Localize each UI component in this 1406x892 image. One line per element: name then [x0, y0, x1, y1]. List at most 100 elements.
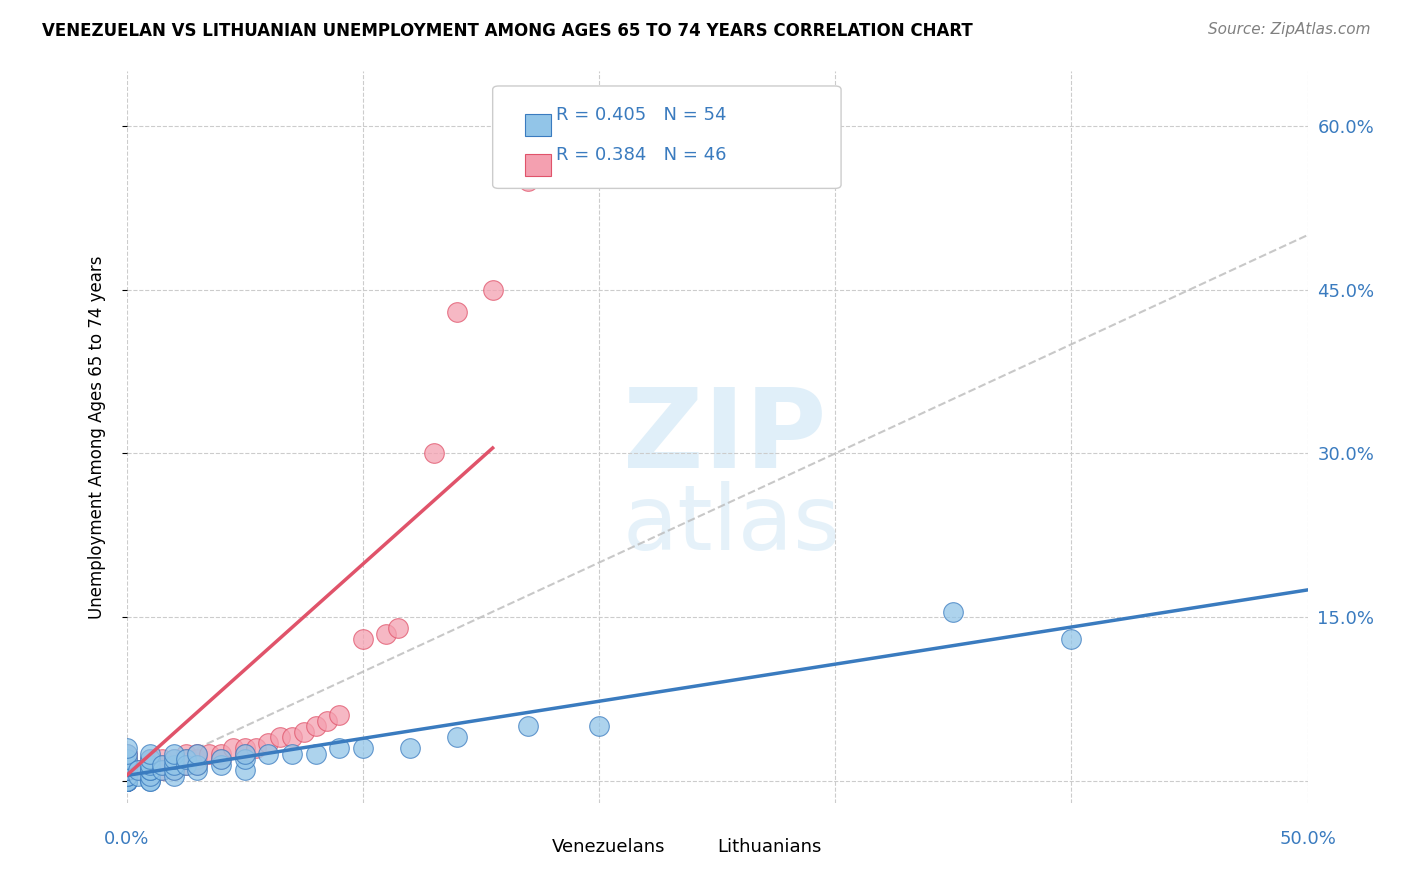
Text: 0.0%: 0.0% [104, 830, 149, 848]
FancyBboxPatch shape [524, 154, 551, 176]
Point [446, 304, 468, 318]
Point [174, 757, 197, 772]
Text: Venezuelans: Venezuelans [551, 838, 665, 855]
Point [163, 747, 186, 761]
Point [115, 763, 138, 777]
Point [233, 741, 256, 756]
Point [115, 747, 138, 761]
Point [233, 747, 256, 761]
Point [174, 747, 197, 761]
Point [115, 763, 138, 777]
Point [942, 605, 965, 619]
Point [198, 747, 221, 761]
Point [115, 752, 138, 766]
Point [115, 741, 138, 756]
Y-axis label: Unemployment Among Ages 65 to 74 years: Unemployment Among Ages 65 to 74 years [87, 255, 105, 619]
Point [139, 774, 162, 789]
Point [115, 774, 138, 789]
Point [281, 731, 304, 745]
Point [245, 741, 267, 756]
Text: atlas: atlas [623, 481, 841, 569]
FancyBboxPatch shape [522, 845, 546, 866]
Point [150, 757, 173, 772]
Point [481, 283, 503, 297]
Point [115, 763, 138, 777]
Point [115, 768, 138, 782]
Point [328, 741, 350, 756]
Point [186, 747, 208, 761]
Text: R = 0.405   N = 54: R = 0.405 N = 54 [557, 105, 727, 123]
Point [127, 768, 149, 782]
Point [115, 763, 138, 777]
Point [115, 774, 138, 789]
Point [163, 752, 186, 766]
Point [422, 446, 444, 460]
Point [257, 736, 280, 750]
Point [127, 763, 149, 777]
Point [150, 763, 173, 777]
Point [399, 741, 422, 756]
Point [186, 752, 208, 766]
Point [209, 747, 232, 761]
Point [115, 757, 138, 772]
Point [269, 731, 291, 745]
Point [139, 757, 162, 772]
Point [257, 747, 280, 761]
Point [139, 747, 162, 761]
FancyBboxPatch shape [688, 845, 711, 866]
Point [115, 774, 138, 789]
Point [233, 747, 256, 761]
Point [139, 763, 162, 777]
Point [209, 752, 232, 766]
Point [186, 757, 208, 772]
FancyBboxPatch shape [524, 114, 551, 136]
Point [328, 708, 350, 723]
Point [115, 768, 138, 782]
Point [115, 747, 138, 761]
Text: ZIP: ZIP [623, 384, 825, 491]
Point [517, 173, 540, 187]
Point [304, 747, 326, 761]
Point [163, 757, 186, 772]
Point [281, 747, 304, 761]
Point [115, 757, 138, 772]
Point [209, 757, 232, 772]
Point [139, 763, 162, 777]
Text: 50.0%: 50.0% [1279, 830, 1336, 848]
Point [163, 752, 186, 766]
Point [150, 752, 173, 766]
Point [139, 752, 162, 766]
Point [446, 731, 468, 745]
Point [115, 752, 138, 766]
Point [139, 752, 162, 766]
Point [115, 774, 138, 789]
Point [150, 757, 173, 772]
Point [517, 719, 540, 733]
Text: R = 0.384   N = 46: R = 0.384 N = 46 [557, 145, 727, 164]
Point [163, 768, 186, 782]
Point [115, 774, 138, 789]
Point [387, 621, 409, 635]
Point [139, 768, 162, 782]
Point [1060, 632, 1083, 646]
Point [222, 741, 245, 756]
Point [352, 632, 374, 646]
Point [115, 757, 138, 772]
Point [163, 763, 186, 777]
Point [163, 757, 186, 772]
Point [139, 763, 162, 777]
Point [186, 757, 208, 772]
FancyBboxPatch shape [492, 86, 841, 188]
Point [588, 719, 610, 733]
Point [186, 747, 208, 761]
Point [139, 768, 162, 782]
Point [233, 752, 256, 766]
Point [115, 774, 138, 789]
Text: VENEZUELAN VS LITHUANIAN UNEMPLOYMENT AMONG AGES 65 TO 74 YEARS CORRELATION CHAR: VENEZUELAN VS LITHUANIAN UNEMPLOYMENT AM… [42, 22, 973, 40]
Point [352, 741, 374, 756]
Point [115, 774, 138, 789]
Point [139, 757, 162, 772]
Point [150, 763, 173, 777]
Point [186, 763, 208, 777]
Point [316, 714, 339, 728]
